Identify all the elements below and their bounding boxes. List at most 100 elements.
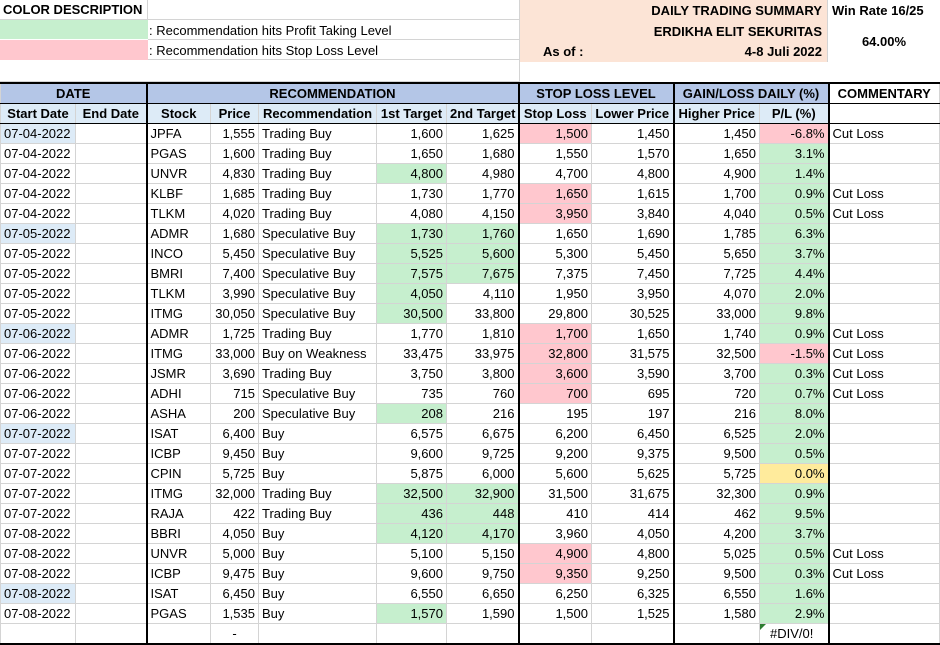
- recommendation-cell[interactable]: Trading Buy: [258, 123, 377, 144]
- pl-cell[interactable]: 3.7%: [759, 523, 830, 544]
- price-cell[interactable]: 715: [210, 383, 259, 404]
- stop-loss-cell[interactable]: 195: [518, 403, 592, 424]
- commentary-cell[interactable]: [828, 283, 940, 304]
- target2-cell[interactable]: 1,680: [446, 143, 520, 164]
- pl-cell[interactable]: 0.0%: [759, 463, 830, 484]
- price-cell[interactable]: 1,535: [210, 603, 259, 624]
- target1-cell[interactable]: 1,650: [376, 143, 447, 164]
- commentary-cell[interactable]: [828, 443, 940, 464]
- recommendation-cell[interactable]: Buy: [258, 563, 377, 584]
- start-date-cell[interactable]: 07-05-2022: [0, 223, 76, 244]
- higher-price-cell[interactable]: 6,550: [673, 583, 760, 604]
- target2-cell[interactable]: 6,000: [446, 463, 520, 484]
- end-date-cell[interactable]: [75, 483, 148, 504]
- target1-cell[interactable]: 9,600: [376, 443, 447, 464]
- start-date-cell[interactable]: 07-08-2022: [0, 523, 76, 544]
- higher-price-cell[interactable]: 3,700: [673, 363, 760, 384]
- end-date-cell[interactable]: [75, 603, 148, 624]
- pl-cell[interactable]: 0.9%: [759, 323, 830, 344]
- pl-cell[interactable]: 0.9%: [759, 183, 830, 204]
- stop-loss-cell[interactable]: 6,250: [518, 583, 592, 604]
- end-date-cell[interactable]: [75, 583, 148, 604]
- higher-price-cell[interactable]: 1,580: [673, 603, 760, 624]
- target1-cell[interactable]: 5,875: [376, 463, 447, 484]
- pl-cell[interactable]: 3.1%: [759, 143, 830, 164]
- stock-cell[interactable]: ADMR: [146, 323, 211, 344]
- target1-cell[interactable]: 1,770: [376, 323, 447, 344]
- recommendation-cell[interactable]: Trading Buy: [258, 183, 377, 204]
- higher-price-cell[interactable]: 7,725: [673, 263, 760, 284]
- target1-cell[interactable]: 6,550: [376, 583, 447, 604]
- commentary-cell[interactable]: [828, 143, 940, 164]
- recommendation-cell[interactable]: Buy: [258, 603, 377, 624]
- pl-cell[interactable]: 1.4%: [759, 163, 830, 184]
- target1-cell[interactable]: 30,500: [376, 303, 447, 324]
- higher-price-cell[interactable]: 1,785: [673, 223, 760, 244]
- target2-cell[interactable]: 5,600: [446, 243, 520, 264]
- higher-price-cell[interactable]: 32,500: [673, 343, 760, 364]
- end-date-cell[interactable]: [75, 423, 148, 444]
- start-date-cell[interactable]: 07-07-2022: [0, 463, 76, 484]
- recommendation-cell[interactable]: Trading Buy: [258, 503, 377, 524]
- commentary-cell[interactable]: Cut Loss: [828, 183, 940, 204]
- recommendation-cell[interactable]: Buy: [258, 443, 377, 464]
- commentary-cell[interactable]: [828, 423, 940, 444]
- lower-price-cell[interactable]: 4,800: [591, 543, 675, 564]
- end-date-cell[interactable]: [75, 223, 148, 244]
- lower-price-cell[interactable]: 3,590: [591, 363, 675, 384]
- price-cell[interactable]: 33,000: [210, 343, 259, 364]
- higher-price-cell[interactable]: 1,650: [673, 143, 760, 164]
- stop-loss-cell[interactable]: 32,800: [518, 343, 592, 364]
- start-date-cell[interactable]: 07-06-2022: [0, 403, 76, 424]
- lower-price-cell[interactable]: 6,450: [591, 423, 675, 444]
- recommendation-cell[interactable]: Trading Buy: [258, 203, 377, 224]
- commentary-cell[interactable]: Cut Loss: [828, 363, 940, 384]
- price-cell[interactable]: 1,685: [210, 183, 259, 204]
- stock-cell[interactable]: ITMG: [146, 483, 211, 504]
- stock-cell[interactable]: BMRI: [146, 263, 211, 284]
- higher-price-cell[interactable]: 32,300: [673, 483, 760, 504]
- stock-cell[interactable]: KLBF: [146, 183, 211, 204]
- commentary-cell[interactable]: [828, 603, 940, 624]
- stop-loss-cell[interactable]: 5,300: [518, 243, 592, 264]
- recommendation-cell[interactable]: Buy: [258, 543, 377, 564]
- target1-cell[interactable]: 4,800: [376, 163, 447, 184]
- stop-loss-cell[interactable]: 1,950: [518, 283, 592, 304]
- higher-price-cell[interactable]: 33,000: [673, 303, 760, 324]
- pl-cell[interactable]: 4.4%: [759, 263, 830, 284]
- end-date-cell[interactable]: [75, 463, 148, 484]
- start-date-cell[interactable]: 07-05-2022: [0, 243, 76, 264]
- lower-price-cell[interactable]: 1,450: [591, 123, 675, 144]
- pl-cell[interactable]: 2.0%: [759, 283, 830, 304]
- price-cell[interactable]: 6,450: [210, 583, 259, 604]
- target2-cell[interactable]: 1,770: [446, 183, 520, 204]
- price-cell[interactable]: 4,830: [210, 163, 259, 184]
- recommendation-cell[interactable]: Buy: [258, 463, 377, 484]
- end-date-cell[interactable]: [75, 363, 148, 384]
- commentary-cell[interactable]: Cut Loss: [828, 123, 940, 144]
- pl-cell[interactable]: -6.8%: [759, 123, 830, 144]
- target2-cell[interactable]: 216: [446, 403, 520, 424]
- lower-price-cell[interactable]: 6,325: [591, 583, 675, 604]
- target1-cell[interactable]: 33,475: [376, 343, 447, 364]
- stop-loss-cell[interactable]: 1,650: [518, 183, 592, 204]
- lower-price-cell[interactable]: 1,525: [591, 603, 675, 624]
- start-date-cell[interactable]: 07-04-2022: [0, 183, 76, 204]
- pl-cell[interactable]: 3.7%: [759, 243, 830, 264]
- price-cell[interactable]: 32,000: [210, 483, 259, 504]
- stock-cell[interactable]: UNVR: [146, 163, 211, 184]
- commentary-cell[interactable]: [828, 483, 940, 504]
- target2-cell[interactable]: 6,675: [446, 423, 520, 444]
- higher-price-cell[interactable]: 4,070: [673, 283, 760, 304]
- end-date-cell[interactable]: [75, 143, 148, 164]
- start-date-cell[interactable]: 07-07-2022: [0, 503, 76, 524]
- higher-price-cell[interactable]: 5,025: [673, 543, 760, 564]
- lower-price-cell[interactable]: 1,690: [591, 223, 675, 244]
- stock-cell[interactable]: ASHA: [146, 403, 211, 424]
- stop-loss-cell[interactable]: 1,500: [518, 603, 592, 624]
- target2-cell[interactable]: 1,625: [446, 123, 520, 144]
- start-date-cell[interactable]: 07-04-2022: [0, 203, 76, 224]
- higher-price-cell[interactable]: 1,700: [673, 183, 760, 204]
- stock-cell[interactable]: ADMR: [146, 223, 211, 244]
- end-date-cell[interactable]: [75, 523, 148, 544]
